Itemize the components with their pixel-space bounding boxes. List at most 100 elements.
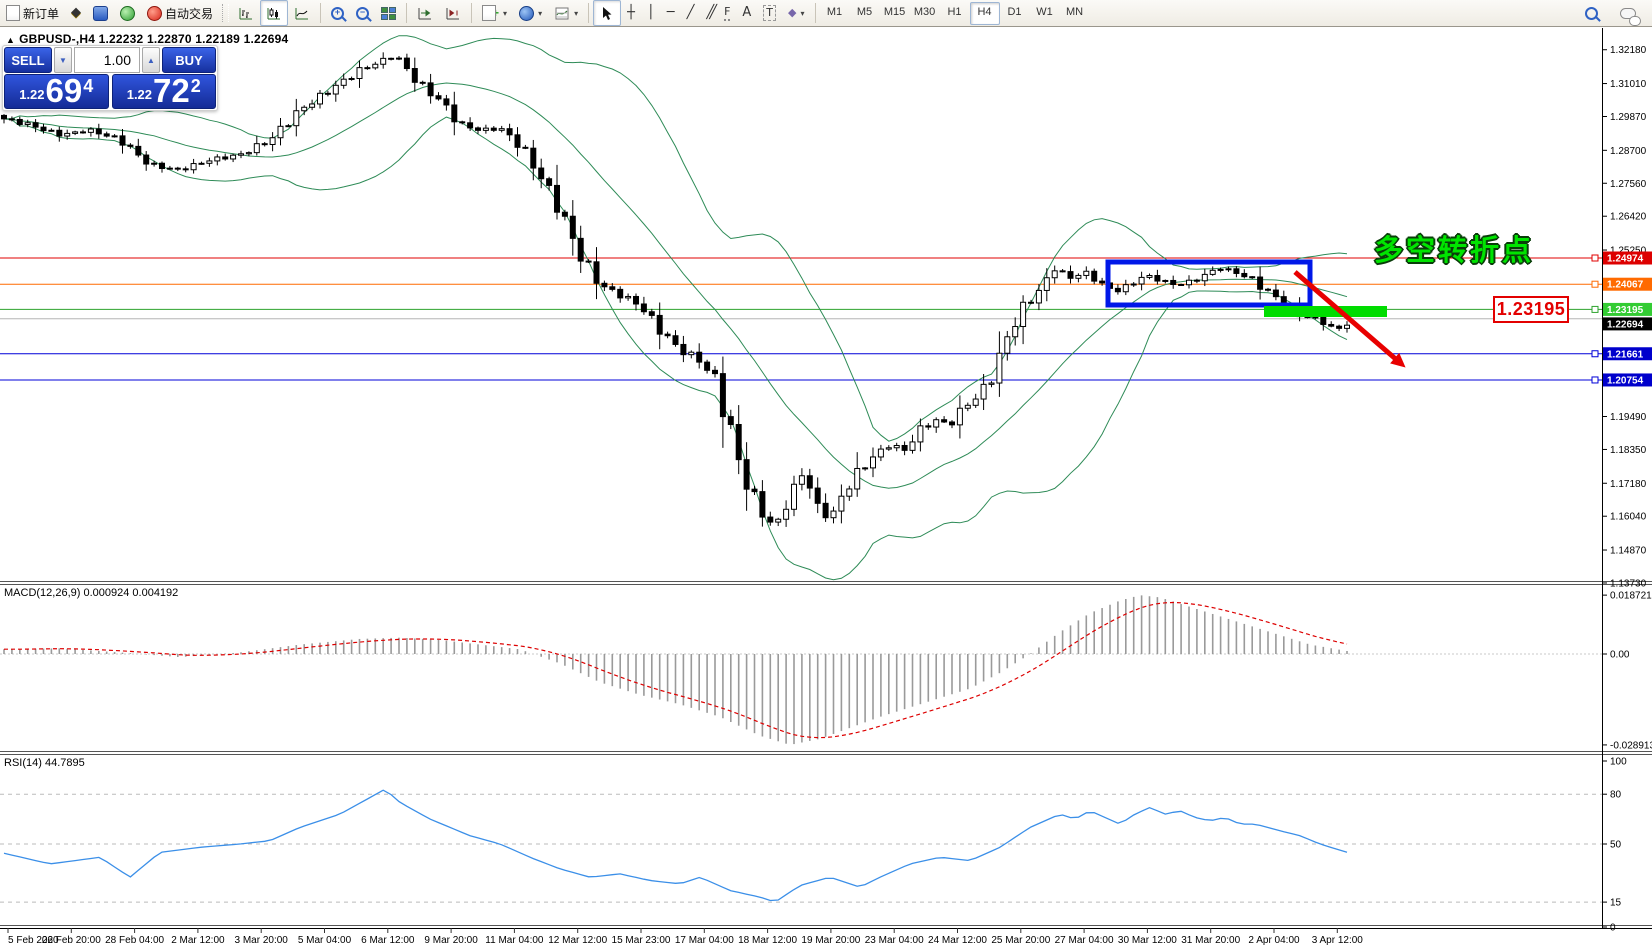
timeframe-button-MN[interactable]: MN bbox=[1065, 5, 1084, 18]
cursor-button[interactable] bbox=[593, 0, 622, 26]
timeframe-button-H1[interactable]: H1 bbox=[947, 5, 962, 18]
candle bbox=[388, 57, 395, 60]
dropdown-arrow-icon: ▾ bbox=[503, 8, 508, 18]
candle bbox=[704, 361, 711, 371]
candle bbox=[1130, 283, 1137, 286]
chat-button[interactable] bbox=[1614, 0, 1642, 26]
toolbar-group-standard: 新订单 ◆ 自动交易 bbox=[0, 0, 219, 26]
level-handle bbox=[1591, 350, 1599, 358]
candle bbox=[996, 352, 1003, 384]
vertical-line-button[interactable]: │ bbox=[641, 0, 661, 26]
trendline-button[interactable]: ╱ bbox=[681, 0, 701, 26]
profiles-dropdown[interactable]: ▾ bbox=[513, 0, 548, 26]
candle bbox=[111, 135, 118, 138]
candle bbox=[1146, 275, 1153, 278]
toolbar-group-drawing: ┼ │ ─ ╱ ╱╱ F A T ◆ ▾ bbox=[593, 0, 810, 26]
toolbar-group-shift bbox=[411, 0, 467, 26]
line-chart-button[interactable] bbox=[288, 0, 316, 26]
candle bbox=[380, 57, 387, 65]
candle bbox=[482, 127, 489, 131]
sell-price-panel[interactable]: 1.22 69 4 bbox=[4, 74, 109, 109]
candle bbox=[1170, 279, 1177, 285]
chart-settings-dropdown[interactable]: ▾ bbox=[548, 0, 584, 26]
candle bbox=[293, 110, 300, 127]
candle bbox=[1012, 326, 1019, 338]
candle bbox=[151, 162, 158, 165]
candle bbox=[791, 483, 797, 510]
volume-increase-button[interactable]: ▲ bbox=[142, 47, 160, 73]
timeframe-button-M1[interactable]: M1 bbox=[826, 5, 843, 18]
candle bbox=[956, 407, 963, 426]
publisher-button[interactable] bbox=[87, 0, 114, 26]
bar-chart-button[interactable] bbox=[232, 0, 260, 26]
tile-windows-button[interactable] bbox=[375, 0, 402, 26]
time-axis-label: 18 Mar 12:00 bbox=[738, 935, 797, 946]
horizontal-line-icon: ─ bbox=[666, 5, 675, 20]
candle bbox=[846, 488, 853, 497]
volume-input[interactable]: 1.00 bbox=[74, 47, 140, 73]
candle bbox=[775, 518, 782, 523]
candle bbox=[1336, 325, 1343, 329]
rsi-axis-label: 80 bbox=[1610, 790, 1622, 801]
buy-price-pip: 2 bbox=[190, 76, 201, 96]
level-price-label: 1.21661 bbox=[1607, 349, 1644, 360]
candle bbox=[95, 128, 102, 135]
zoom-in-button[interactable]: + bbox=[325, 0, 350, 26]
rsi-indicator-label: RSI(14) 44.7895 bbox=[4, 757, 85, 769]
volume-decrease-button[interactable]: ▼ bbox=[54, 47, 72, 73]
fibonacci-button[interactable]: F bbox=[718, 0, 736, 26]
time-axis-label: 3 Apr 12:00 bbox=[1312, 935, 1364, 946]
search-button[interactable] bbox=[1579, 0, 1604, 26]
text-label-button[interactable]: T bbox=[757, 0, 782, 26]
candle bbox=[727, 416, 734, 425]
level-price-label: 1.20754 bbox=[1607, 375, 1644, 386]
turning-point-annotation[interactable]: 多空转折点 bbox=[1374, 235, 1535, 267]
history-center-button[interactable]: ◆ bbox=[65, 0, 87, 26]
trendline-icon: ╱ bbox=[686, 5, 695, 20]
level-handle bbox=[1591, 254, 1599, 262]
candle bbox=[182, 168, 189, 171]
new-order-button[interactable]: 新订单 bbox=[0, 0, 65, 26]
candle bbox=[364, 67, 371, 70]
autotrading-button[interactable]: 自动交易 bbox=[141, 0, 219, 26]
zoom-out-button[interactable]: − bbox=[350, 0, 375, 26]
candle bbox=[372, 63, 379, 69]
shapes-dropdown[interactable]: ◆ ▾ bbox=[782, 0, 810, 26]
candle bbox=[814, 487, 821, 504]
candle bbox=[1122, 284, 1129, 293]
dropdown-arrow-icon: ▾ bbox=[538, 8, 543, 18]
sell-button[interactable]: SELL bbox=[4, 47, 52, 73]
timeframe-button-W1[interactable]: W1 bbox=[1036, 5, 1053, 18]
horizontal-line-button[interactable]: ─ bbox=[661, 0, 681, 26]
candle bbox=[1272, 289, 1279, 298]
candlestick-chart-button[interactable] bbox=[260, 0, 289, 26]
crosshair-button[interactable]: ┼ bbox=[621, 0, 641, 26]
macd-axis-label: -0.028913 bbox=[1610, 740, 1652, 751]
new-chart-dropdown[interactable]: + ▾ bbox=[476, 0, 513, 26]
candle bbox=[230, 154, 237, 160]
chart-shift-button[interactable] bbox=[411, 0, 439, 26]
timeframe-button-D1[interactable]: D1 bbox=[1007, 5, 1022, 18]
buy-button[interactable]: BUY bbox=[162, 47, 216, 73]
candle bbox=[356, 67, 363, 80]
buy-price-panel[interactable]: 1.22 72 2 bbox=[111, 74, 216, 109]
candle bbox=[949, 421, 955, 426]
candle bbox=[1138, 276, 1145, 285]
time-axis-label: 28 Feb 04:00 bbox=[105, 935, 164, 946]
signals-button[interactable] bbox=[114, 0, 141, 26]
candle bbox=[822, 502, 829, 519]
candle bbox=[419, 81, 426, 84]
text-button[interactable]: A bbox=[736, 0, 757, 26]
time-axis-label: 30 Mar 12:00 bbox=[1118, 935, 1177, 946]
equidistant-channel-button[interactable]: ╱╱ bbox=[700, 0, 718, 26]
timeframe-button-M5[interactable]: M5 bbox=[856, 5, 873, 18]
timeframe-button-M30[interactable]: M30 bbox=[913, 5, 936, 18]
auto-scroll-button[interactable] bbox=[439, 0, 467, 26]
candle bbox=[498, 128, 505, 131]
level-price-callout[interactable]: 1.23195 bbox=[1493, 296, 1569, 323]
timeframe-button-H4[interactable]: H4 bbox=[969, 1, 1000, 25]
candle bbox=[577, 237, 584, 262]
zoom-out-icon: − bbox=[356, 6, 370, 20]
timeframe-button-M15[interactable]: M15 bbox=[883, 5, 906, 18]
